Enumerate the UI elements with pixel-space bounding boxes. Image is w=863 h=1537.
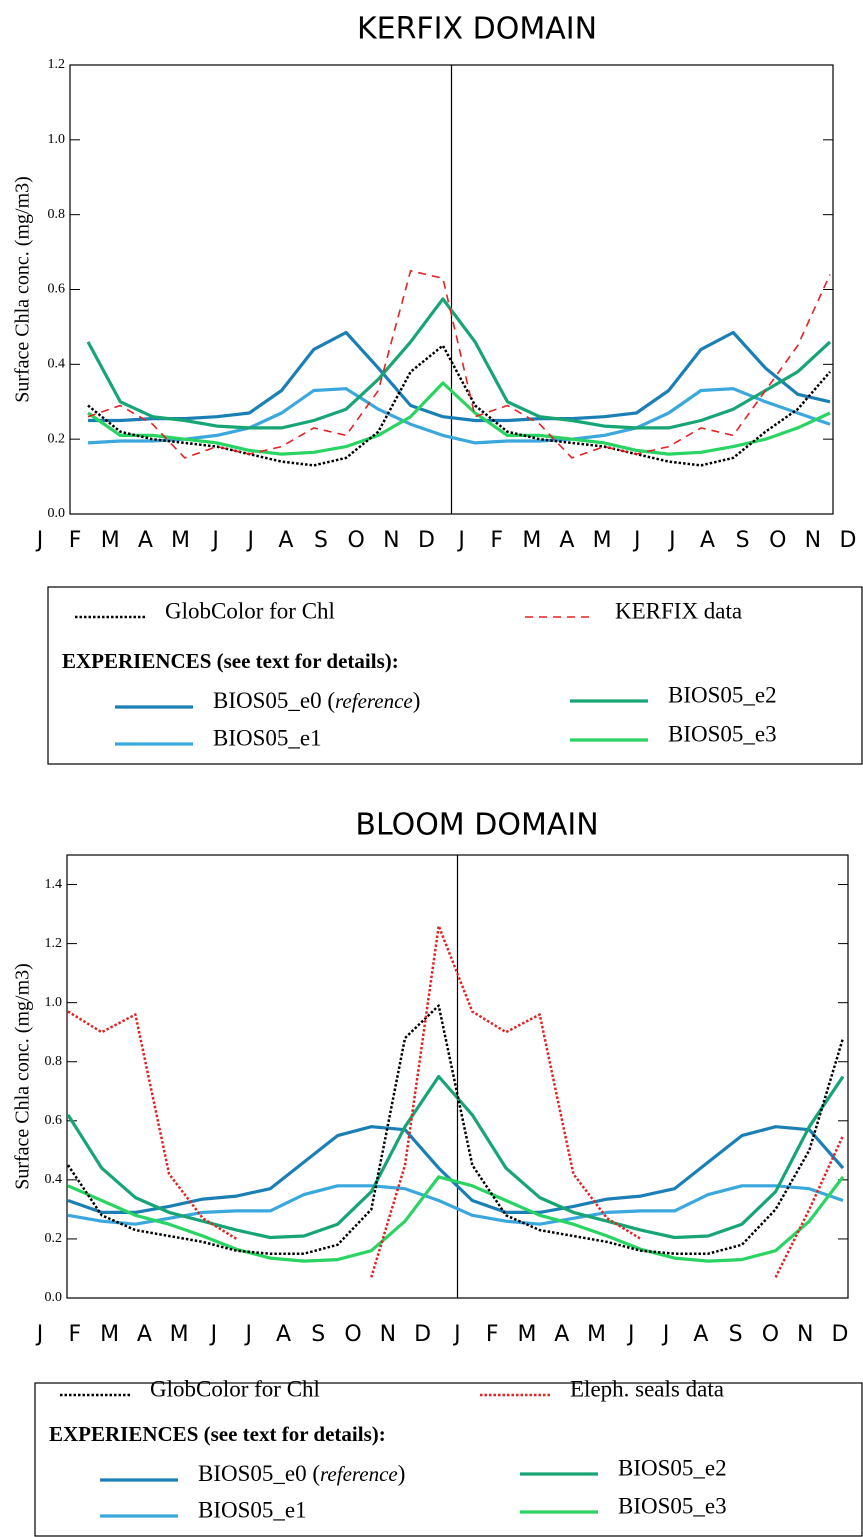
x-tick-label: O (344, 1322, 361, 1347)
y-tick-label: 1.2 (45, 936, 63, 951)
x-tick-label: F (486, 1322, 499, 1347)
chart-title: BLOOM DOMAIN (355, 808, 598, 843)
x-tick-label: A (559, 528, 574, 553)
x-tick-label: A (276, 1322, 291, 1347)
legend-label: BIOS05_e2 (668, 682, 777, 707)
series-line (67, 1175, 845, 1263)
chart-title: KERFIX DOMAIN (357, 12, 597, 47)
legend-label: BIOS05_e2 (618, 1455, 727, 1480)
x-tick-label: F (69, 528, 82, 553)
y-tick-label: 1.2 (48, 57, 66, 72)
legend-heading: EXPERIENCES (see text for details): (49, 1422, 386, 1446)
y-tick-label: 0.0 (45, 1290, 63, 1305)
x-tick-label: A (554, 1322, 569, 1347)
x-tick-label: O (762, 1322, 779, 1347)
series-line (87, 344, 831, 467)
legend-label: BIOS05_e1 (213, 725, 322, 750)
x-tick-label: O (769, 528, 786, 553)
series-line (66, 1004, 845, 1255)
legend-label: BIOS05_e0 (reference) (213, 688, 420, 713)
x-tick-label: A (138, 528, 153, 553)
x-tick-label: J (667, 528, 676, 553)
legend-label: GlobColor for Chl (150, 1376, 320, 1401)
y-tick-label: 0.2 (48, 431, 66, 446)
x-tick-label: A (137, 1322, 152, 1347)
series-line (88, 330, 831, 423)
x-tick-label: F (68, 1322, 81, 1347)
series-line (87, 381, 831, 456)
y-tick-label: 1.4 (45, 877, 63, 892)
x-tick-label: D (414, 1322, 431, 1347)
x-tick-label: N (383, 528, 399, 553)
y-tick-label: 1.0 (48, 132, 66, 147)
legend-label: BIOS05_e0 (reference) (198, 1461, 405, 1486)
x-tick-label: N (805, 528, 821, 553)
x-tick-label: S (314, 528, 328, 553)
legend-label: Eleph. seals data (570, 1376, 724, 1401)
x-tick-label: S (736, 528, 750, 553)
x-tick-label: M (101, 528, 120, 553)
x-tick-label: M (593, 528, 612, 553)
x-tick-label: M (517, 1322, 536, 1347)
series-line (67, 1184, 844, 1226)
x-tick-label: J (35, 528, 44, 553)
legend-label: GlobColor for Chl (165, 598, 335, 623)
series-line (86, 297, 832, 430)
legend-box (47, 586, 863, 765)
x-tick-label: D (832, 1322, 849, 1347)
x-tick-label: S (311, 1322, 325, 1347)
y-tick-label: 1.0 (45, 995, 63, 1010)
series-line (67, 924, 845, 1278)
legend-label: BIOS05_e3 (668, 721, 777, 746)
x-tick-label: N (380, 1322, 396, 1347)
y-axis-label: Surface Chla conc. (mg/m3) (12, 176, 34, 403)
legend-label: BIOS05_e3 (618, 1493, 727, 1518)
x-tick-label: J (35, 1322, 44, 1347)
x-tick-label: J (456, 528, 465, 553)
legend-box (34, 1382, 863, 1537)
legend-heading: EXPERIENCES (see text for details): (62, 649, 399, 673)
y-tick-label: 0.2 (45, 1231, 63, 1246)
x-tick-label: S (729, 1322, 743, 1347)
series-line (87, 387, 831, 445)
series-line (87, 270, 831, 459)
x-tick-label: A (278, 528, 293, 553)
y-tick-label: 0.4 (45, 1172, 63, 1187)
x-tick-label: J (210, 528, 219, 553)
x-tick-label: J (243, 1322, 252, 1347)
x-tick-label: J (632, 528, 641, 553)
x-tick-label: J (246, 528, 255, 553)
x-tick-label: D (418, 528, 435, 553)
series-line (66, 1074, 845, 1240)
y-tick-label: 0.8 (45, 1054, 63, 1069)
x-tick-label: F (490, 528, 503, 553)
x-tick-label: D (840, 528, 857, 553)
x-tick-label: M (171, 528, 190, 553)
y-tick-label: 0.6 (48, 282, 66, 297)
x-tick-label: A (693, 1322, 708, 1347)
y-tick-label: 0.6 (45, 1113, 63, 1128)
y-tick-label: 0.4 (48, 357, 66, 372)
x-tick-label: J (452, 1322, 461, 1347)
series-line (67, 1125, 845, 1214)
legend-label: KERFIX data (615, 598, 742, 623)
x-tick-label: M (587, 1322, 606, 1347)
x-tick-label: M (522, 528, 541, 553)
y-tick-label: 0.0 (48, 506, 66, 521)
x-tick-label: M (170, 1322, 189, 1347)
x-tick-label: J (661, 1322, 670, 1347)
x-tick-label: N (797, 1322, 813, 1347)
y-axis-label: Surface Chla conc. (mg/m3) (12, 963, 34, 1190)
legend-label: BIOS05_e1 (198, 1497, 307, 1522)
x-tick-label: A (700, 528, 715, 553)
y-tick-label: 0.8 (48, 207, 66, 222)
x-tick-label: J (626, 1322, 635, 1347)
x-tick-label: M (100, 1322, 119, 1347)
x-tick-label: O (348, 528, 365, 553)
x-tick-label: J (209, 1322, 218, 1347)
